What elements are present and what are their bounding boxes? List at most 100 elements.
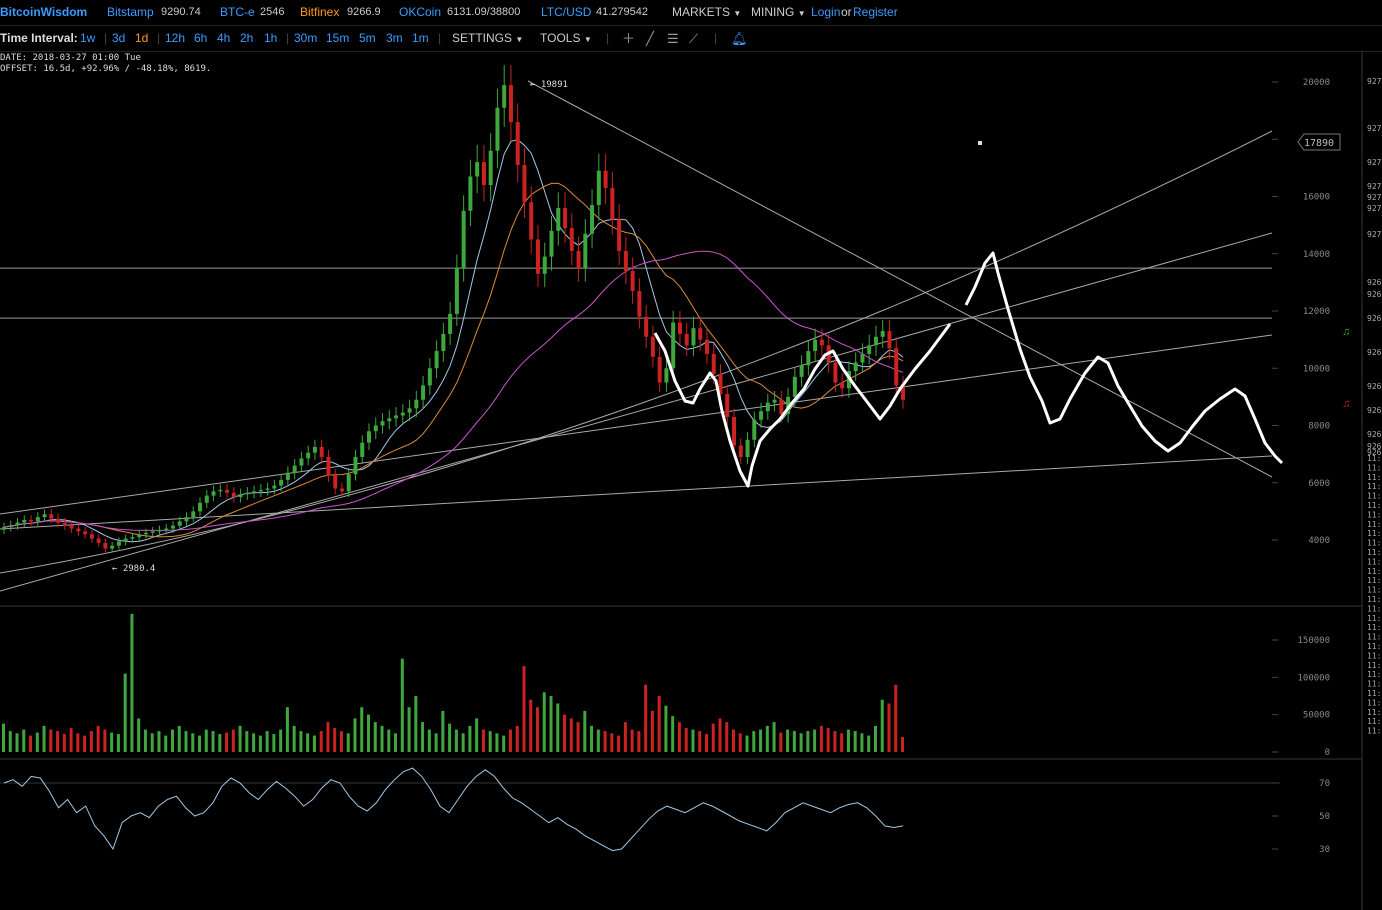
candle-body xyxy=(522,165,527,203)
interval-4h[interactable]: 4h xyxy=(217,31,231,45)
right-axis-label: 11:5 xyxy=(1367,567,1382,576)
candle-body xyxy=(292,465,297,473)
volume-bar xyxy=(846,729,850,752)
markets-menu[interactable]: MARKETS ▼ xyxy=(672,0,741,26)
volume-bar xyxy=(421,722,425,752)
candle-body xyxy=(373,425,378,432)
volume-bar xyxy=(2,723,5,752)
right-axis-label: 926 xyxy=(1367,290,1382,299)
candle-body xyxy=(765,402,770,412)
volume-bar xyxy=(745,735,749,752)
exchange-bitstamp-name[interactable]: Bitstamp xyxy=(107,5,154,19)
candle-body xyxy=(860,353,865,363)
candle-body xyxy=(184,517,189,522)
volume-bar xyxy=(326,722,330,752)
interval-5m[interactable]: 5m xyxy=(359,31,376,45)
volume-bar xyxy=(765,725,769,752)
interval-15m[interactable]: 15m xyxy=(326,31,350,45)
volume-bar xyxy=(799,733,803,752)
right-axis-label: 11:5 xyxy=(1367,717,1382,726)
tools-menu[interactable]: TOOLS ▼ xyxy=(540,26,592,52)
candle-body xyxy=(448,313,453,334)
volume-bar xyxy=(265,731,269,752)
volume-bar xyxy=(671,716,675,752)
interval-1m[interactable]: 1m xyxy=(412,31,429,45)
volume-bar xyxy=(42,725,46,752)
volume-bar xyxy=(143,729,147,752)
price-axis-tick-label: 6000 xyxy=(1308,479,1330,489)
volume-bar xyxy=(813,729,817,752)
interval-6h[interactable]: 6h xyxy=(194,31,208,45)
volume-bar xyxy=(62,734,66,752)
exchange-ltcusd-name[interactable]: LTC/USD xyxy=(541,5,592,19)
right-axis-label: 11:5 xyxy=(1367,614,1382,623)
candle-body xyxy=(353,456,358,475)
volume-bar xyxy=(306,733,310,752)
volume-bar xyxy=(684,728,688,752)
price-chart[interactable]: 4000 6000 8000 10000 12000 14000 16000 20000 0 50… xyxy=(0,51,1382,910)
interval-12h[interactable]: 12h xyxy=(165,31,186,45)
volume-bar xyxy=(339,731,343,752)
candle-body xyxy=(806,351,811,366)
rsi-axis-tick-label: 70 xyxy=(1319,779,1330,789)
exchange-btce-name[interactable]: BTC-e xyxy=(220,5,255,19)
register-link[interactable]: Register xyxy=(853,5,898,19)
volume-bar xyxy=(116,734,120,752)
volume-bar xyxy=(691,729,695,752)
volume-bar xyxy=(76,733,80,752)
crosshair-tool-icon[interactable]: ＋ xyxy=(622,31,636,46)
interval-1w[interactable]: 1w xyxy=(80,31,96,45)
volume-bar xyxy=(252,733,256,752)
volume-bar xyxy=(461,733,465,752)
interval-3d[interactable]: 3d xyxy=(112,31,126,45)
fibonacci-tool-icon[interactable]: ⟋ xyxy=(689,31,699,46)
exchange-okcoin-name[interactable]: OKCoin xyxy=(399,5,442,19)
volume-bar xyxy=(69,728,73,752)
price-tag: 17890 xyxy=(1297,133,1341,151)
alert-bell-icon[interactable]: 🔔︎ xyxy=(731,31,748,46)
trendline-tool-icon[interactable]: ╱ xyxy=(646,31,654,46)
right-axis-label: 926 xyxy=(1367,430,1382,439)
right-axis-label: 11:5 xyxy=(1367,708,1382,717)
candle-body xyxy=(89,534,94,539)
candle-body xyxy=(704,339,709,354)
candle-body xyxy=(387,418,392,422)
candles xyxy=(2,65,905,553)
volume-bar xyxy=(191,733,195,752)
volume-bar xyxy=(752,731,756,752)
toolbar: Time Interval: 1w | 3d 1d | 12h 6h 4h 2h… xyxy=(0,25,1382,52)
volume-bar xyxy=(103,729,107,752)
volume-bar xyxy=(556,703,560,752)
volume-bar xyxy=(110,732,114,752)
chevron-down-icon: ▼ xyxy=(515,35,524,44)
horizontal-lines-tool-icon[interactable]: ☰ xyxy=(667,31,679,46)
candle-body xyxy=(576,250,581,269)
right-axis-label: 927 xyxy=(1367,124,1382,133)
brand-logo[interactable]: BitcoinWisdom xyxy=(0,5,88,19)
volume-bar xyxy=(657,696,661,752)
interval-30m[interactable]: 30m xyxy=(294,31,318,45)
exchange-bitfinex-name[interactable]: Bitfinex xyxy=(300,5,340,19)
volume-bar xyxy=(603,731,607,752)
volume-bar xyxy=(887,703,891,752)
candle-body xyxy=(799,365,804,377)
candle-body xyxy=(150,531,155,533)
volume-bar xyxy=(292,725,296,752)
login-link[interactable]: Login xyxy=(811,5,841,19)
candle-body xyxy=(76,528,81,532)
volume-bar xyxy=(819,725,823,752)
settings-menu[interactable]: SETTINGS ▼ xyxy=(452,26,523,52)
candle-body xyxy=(8,525,13,528)
interval-1d[interactable]: 1d xyxy=(135,31,149,45)
volume-bar xyxy=(650,710,654,752)
candle-body xyxy=(22,519,27,523)
interval-2h[interactable]: 2h xyxy=(240,31,254,45)
volume-bar xyxy=(637,731,641,752)
interval-3m[interactable]: 3m xyxy=(386,31,403,45)
markets-label: MARKETS xyxy=(672,5,731,19)
candle-body xyxy=(657,356,662,383)
interval-1h[interactable]: 1h xyxy=(264,31,278,45)
candle-body xyxy=(110,545,115,549)
mining-menu[interactable]: MINING ▼ xyxy=(751,0,806,26)
volume-bar xyxy=(853,731,857,752)
